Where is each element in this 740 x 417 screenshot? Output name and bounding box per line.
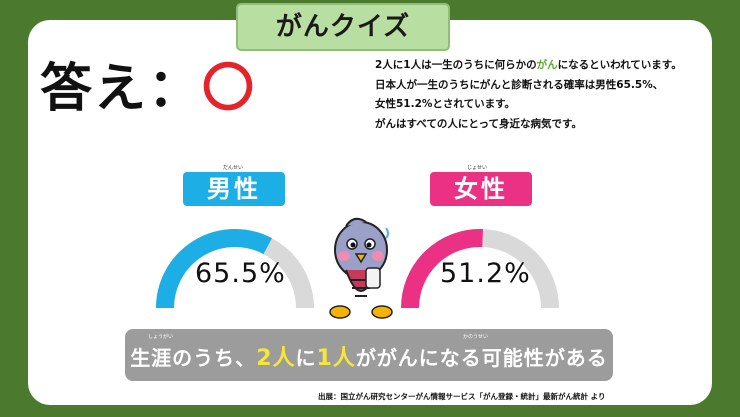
quiz-title: がんクイズ <box>236 3 450 51</box>
description-line-2: 日本人が一生のうちにがんと診断される確率は男性65.5%、 <box>375 78 664 91</box>
male-gauge <box>156 229 314 309</box>
correct-circle-icon: 〇 <box>202 59 257 119</box>
conclusion-one-person: 1人 <box>316 346 356 371</box>
male-furigana: だんせい <box>223 165 244 171</box>
answer-label: 答え： <box>40 59 203 119</box>
male-label: 男性 <box>183 172 285 206</box>
source-citation: 出展：国立がん研究センターがん情報サービス「がん登録・統計」最新がん統計 より <box>318 392 606 401</box>
female-label: 女性 <box>430 172 532 206</box>
female-furigana: じょせい <box>467 165 488 171</box>
conclusion-bar: 生涯のうち、2人に1人ががんになる可能性がある <box>125 329 613 381</box>
description-text: 2人に1人は一生のうちに何らかのがんになるといわれています。 日本人が一生のうち… <box>375 60 685 138</box>
line1-text-end: になるといわれています。 <box>557 59 682 71</box>
line1-highlight: がん <box>536 59 558 71</box>
line1-text: 2人に1人は一生のうちに何らかの <box>375 59 537 71</box>
description-line-4: がんはすべての人にとって身近な病気です。 <box>375 117 582 130</box>
female-gauge-fill <box>401 229 483 309</box>
female-gauge <box>401 229 559 309</box>
answer-heading: 答え：〇 <box>40 46 256 121</box>
description-line-1: 2人に1人は一生のうちに何らかのがんになるといわれています。 <box>375 60 685 71</box>
conclusion-part-3: に <box>295 346 317 370</box>
male-value: 65.5% <box>195 258 286 289</box>
mascot-icon <box>329 217 393 319</box>
female-value: 51.2% <box>440 258 531 289</box>
conclusion-two-people: 2人 <box>256 346 296 371</box>
description-line-3: 女性51.2%とされています。 <box>375 98 516 110</box>
furigana-possibility: かのうせい <box>463 334 489 340</box>
conclusion-part-5: ががんになる可能性がある <box>355 346 608 370</box>
furigana-lifetime: しょうがい <box>148 334 174 340</box>
conclusion-part-1: 生涯のうち、 <box>130 346 257 370</box>
male-gauge-fill <box>156 229 272 309</box>
